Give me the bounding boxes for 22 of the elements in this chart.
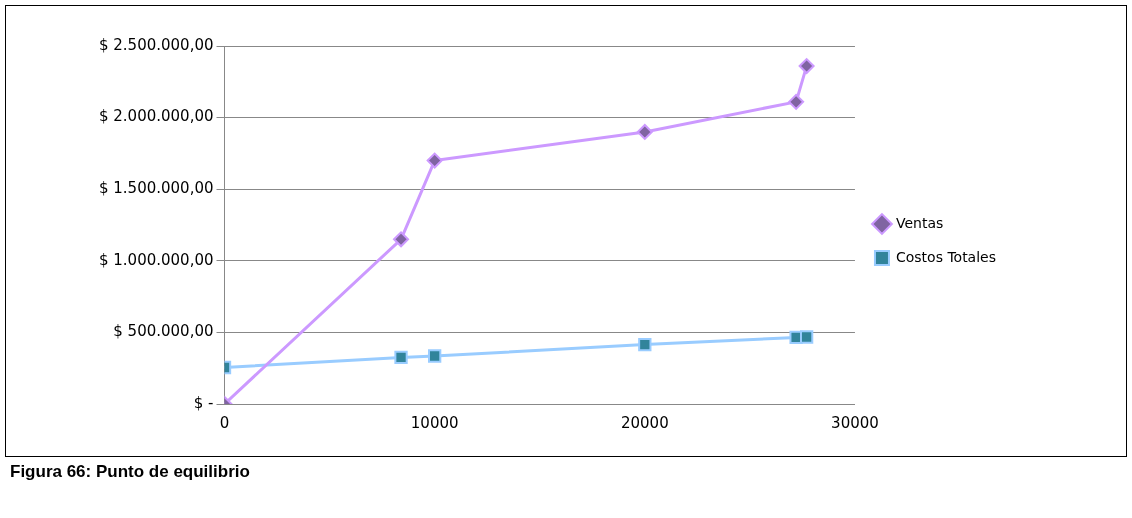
point [638,337,652,352]
x-tick-label: 30000 [831,413,879,432]
y-tick-label: $ 1.500.000,00 [98,179,214,198]
x-tick-label: 10000 [410,413,459,432]
text: Figura 66: Punto de equilibrio [10,462,250,482]
legend-label: Ventas [895,214,944,231]
y-tick-label: $ 2.000.000,00 [98,107,214,126]
y-tick-label: $ 2.500.000,00 [98,35,214,54]
legend-label: Costos Totales [895,248,997,265]
y-tick-label: $ - [193,393,214,412]
point [798,58,815,75]
point [799,330,814,344]
point [788,93,805,110]
point [428,349,442,363]
point [426,152,443,169]
point [636,123,653,140]
point [393,231,410,248]
y-tick-label: $ 500.000,00 [113,322,214,341]
x-tick-label: 20000 [620,413,669,432]
point [394,350,408,365]
x-tick-label: 0 [219,413,230,432]
y-tick-label: $ 1.000.000,00 [98,250,214,269]
